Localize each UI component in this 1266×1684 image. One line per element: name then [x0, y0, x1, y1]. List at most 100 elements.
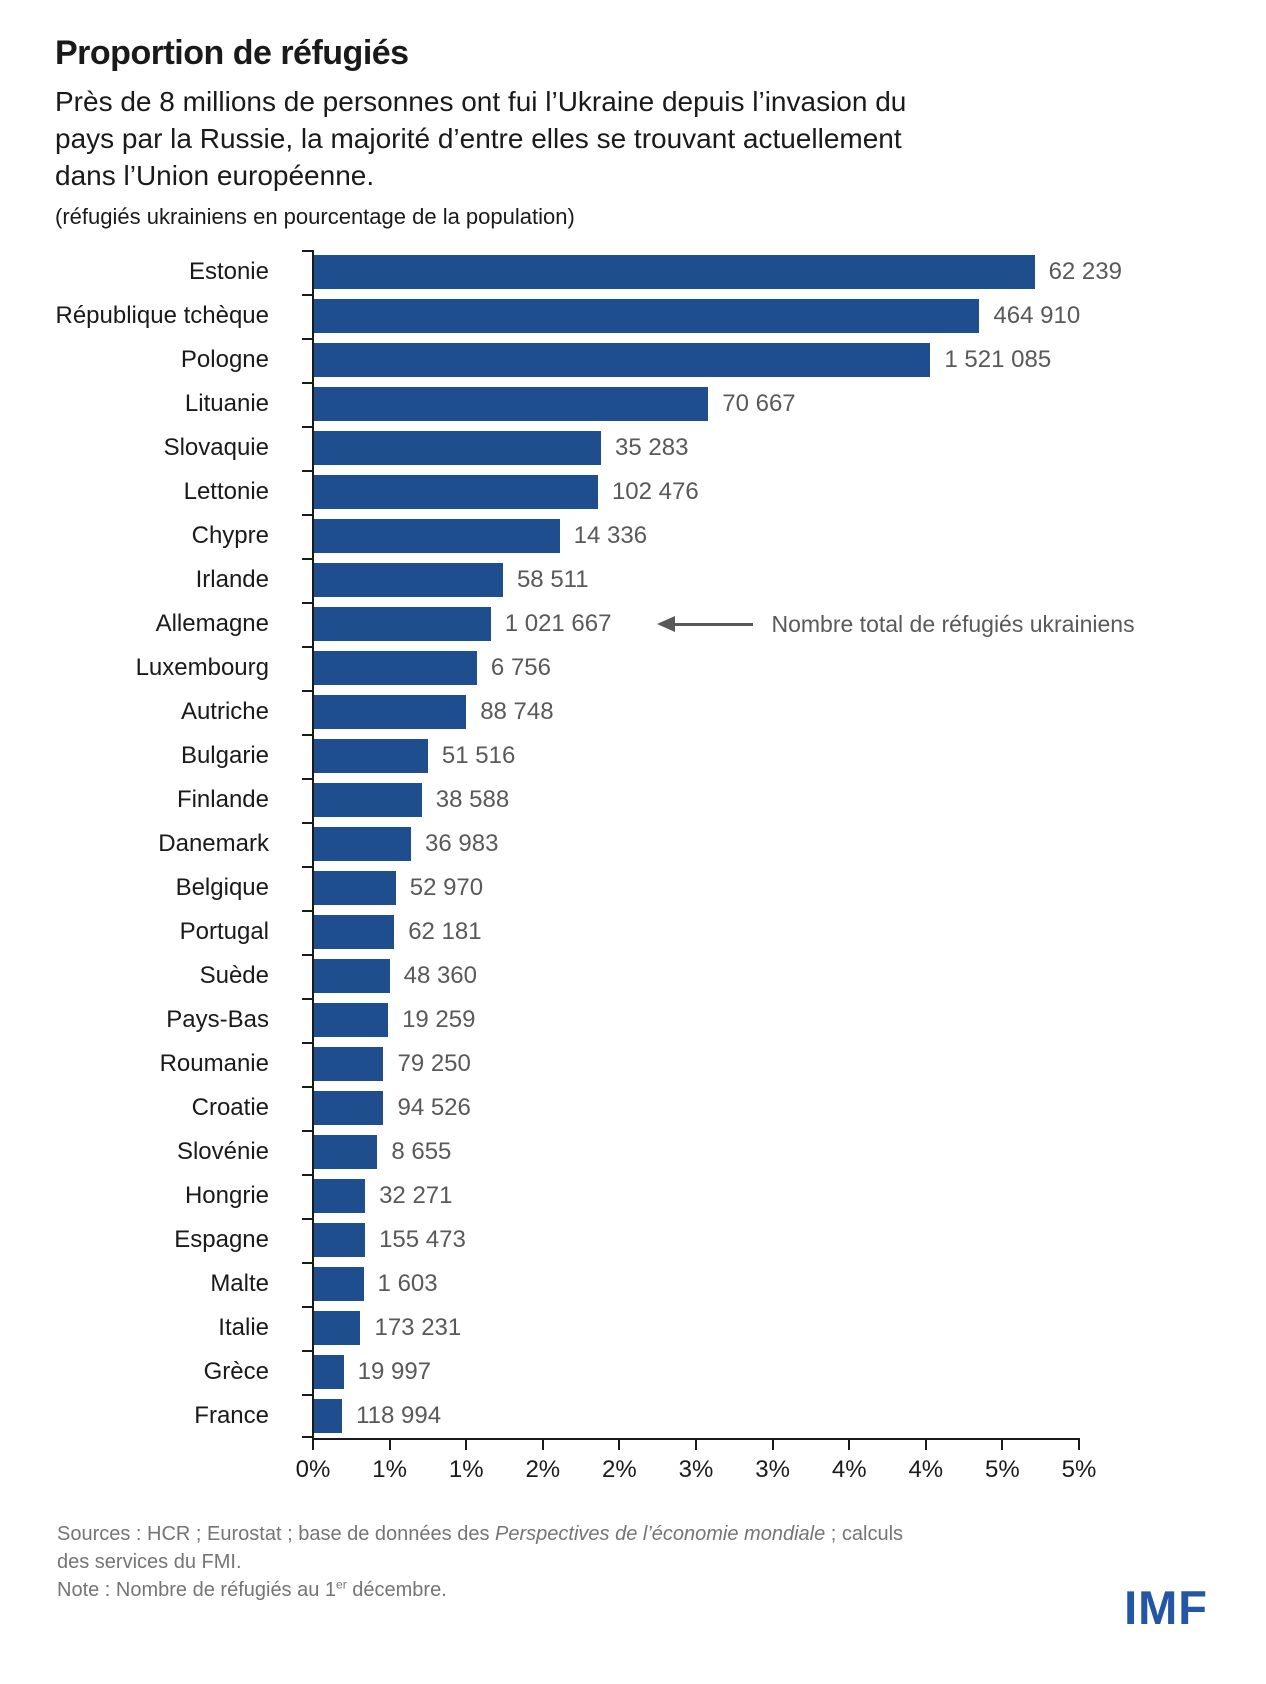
y-axis-tick	[302, 294, 312, 296]
subtitle-line-2: pays par la Russie, la majorité d’entre …	[55, 123, 902, 154]
bar-row: Lettonie 102 476	[0, 470, 1266, 514]
bar	[313, 871, 396, 905]
note-superscript: er	[336, 1577, 347, 1592]
bar-row: Pologne 1 521 085	[0, 338, 1266, 382]
sources-italic: Perspectives de l’économie mondiale	[495, 1523, 826, 1545]
country-label: Irlande	[195, 566, 269, 593]
bar-row: Chypre 14 336	[0, 514, 1266, 558]
bar-value-label: 35 283	[615, 434, 689, 461]
bar-value-label: 1 021 667	[504, 610, 612, 637]
bar-value-label: 62 239	[1048, 258, 1122, 285]
x-tick-label: 2%	[525, 1456, 561, 1483]
y-axis-tick	[302, 1042, 312, 1044]
bar-zone: 6 756	[313, 651, 1266, 685]
bar-zone: 1 521 085	[313, 343, 1266, 377]
y-axis-tick	[302, 470, 312, 472]
y-axis-tick	[302, 558, 312, 560]
x-axis-tick	[848, 1440, 851, 1450]
subtitle-line-3: dans l’Union européenne.	[55, 160, 375, 191]
note-suffix: décembre.	[346, 1579, 447, 1601]
bar	[313, 1267, 364, 1301]
bar-row: Suède 48 360	[0, 954, 1266, 998]
x-axis	[312, 1438, 1080, 1440]
bar-row: Slovaquie 35 283	[0, 426, 1266, 470]
bar-value-label: 14 336	[573, 522, 648, 549]
bar	[313, 1179, 366, 1213]
bar-value-label: 464 910	[993, 302, 1081, 329]
bar-row: Estonie 62 239	[0, 250, 1266, 294]
country-label: Roumanie	[159, 1050, 269, 1077]
x-tick-label: 4%	[831, 1456, 867, 1483]
annotation-text: Nombre total de réfugiés ukrainiens	[771, 610, 1135, 637]
bar-value-label: 58 511	[516, 566, 589, 593]
y-axis-tick	[302, 1394, 312, 1396]
x-tick-label: 2%	[602, 1456, 637, 1483]
x-axis-tick	[465, 1440, 468, 1450]
x-axis-tick	[618, 1440, 621, 1450]
bar	[313, 695, 467, 729]
y-axis-tick	[302, 1174, 312, 1176]
bar	[313, 299, 980, 333]
x-tick-label: 0%	[295, 1456, 331, 1483]
x-tick-label: 4%	[908, 1456, 944, 1483]
bar-row: Croatie 94 526	[0, 1086, 1266, 1130]
bar-row: République tchèque 464 910	[0, 294, 1266, 338]
bar-zone: 35 283	[313, 431, 1266, 465]
x-tick-label: 3%	[755, 1456, 790, 1483]
bar-row: Slovénie 8 655	[0, 1130, 1266, 1174]
x-tick-label: 5%	[1061, 1456, 1097, 1483]
x-tick-label: 5%	[985, 1456, 1020, 1483]
sources-prefix: Sources : HCR ; Eurostat ; base de donné…	[57, 1523, 496, 1545]
y-axis-tick	[302, 1306, 312, 1308]
y-axis-tick	[302, 646, 312, 648]
bar-row: Allemagne 1 021 667 Nombre total de réfugi…	[0, 602, 1266, 646]
bar	[313, 519, 560, 553]
y-axis-tick	[302, 602, 312, 604]
bar-value-label: 70 667	[722, 390, 796, 417]
bar-value-label: 102 476	[611, 478, 699, 505]
y-axis-tick	[302, 514, 312, 516]
y-axis-tick	[302, 910, 312, 912]
bar-value-label: 155 473	[379, 1226, 466, 1253]
bar-zone: 88 748	[313, 695, 1266, 729]
country-label: Croatie	[191, 1094, 269, 1121]
bar-row: Finlande 38 588	[0, 778, 1266, 822]
bar-zone: 32 271	[313, 1179, 1266, 1213]
bar-row: Luxembourg 6 756	[0, 646, 1266, 690]
bar	[313, 651, 477, 685]
country-label: Malte	[210, 1270, 269, 1297]
bar-row: Espagne 155 473	[0, 1218, 1266, 1262]
bar-row: Irlande 58 511	[0, 558, 1266, 602]
bar-value-label: 38 588	[435, 786, 510, 813]
x-axis-tick	[312, 1440, 314, 1450]
bar-row: Portugal 62 181	[0, 910, 1266, 954]
country-label: Lituanie	[184, 390, 269, 417]
bar	[313, 739, 428, 773]
bar-row: Hongrie 32 271	[0, 1174, 1266, 1218]
bar-zone: 62 181	[313, 915, 1266, 949]
country-label: Espagne	[174, 1226, 269, 1253]
bar-zone: 58 511	[313, 563, 1266, 597]
bar-zone: 8 655	[313, 1135, 1266, 1169]
y-axis-tick	[302, 1218, 312, 1220]
note-text: Note : Nombre de réfugiés au 1er décembr…	[57, 1576, 1037, 1604]
bar-zone: 102 476	[313, 475, 1266, 509]
country-label: Pologne	[180, 346, 269, 373]
country-label: Portugal	[179, 918, 269, 945]
subtitle-line-1: Près de 8 millions de personnes ont fui …	[55, 86, 907, 117]
country-label: Luxembourg	[135, 654, 269, 681]
bar-zone: 38 588	[313, 783, 1266, 817]
bar-zone: 1 603	[313, 1267, 1266, 1301]
bar-row: Pays-Bas 19 259	[0, 998, 1266, 1042]
bar-row: Danemark 36 983	[0, 822, 1266, 866]
sources-text: Sources : HCR ; Eurostat ; base de donné…	[57, 1520, 1037, 1548]
bar	[313, 475, 598, 509]
bar	[313, 607, 491, 641]
bar	[313, 1399, 343, 1433]
bar	[313, 959, 390, 993]
y-axis-tick	[302, 778, 312, 780]
y-axis-tick	[302, 866, 312, 868]
country-label: Italie	[218, 1314, 269, 1341]
bar	[313, 1047, 384, 1081]
